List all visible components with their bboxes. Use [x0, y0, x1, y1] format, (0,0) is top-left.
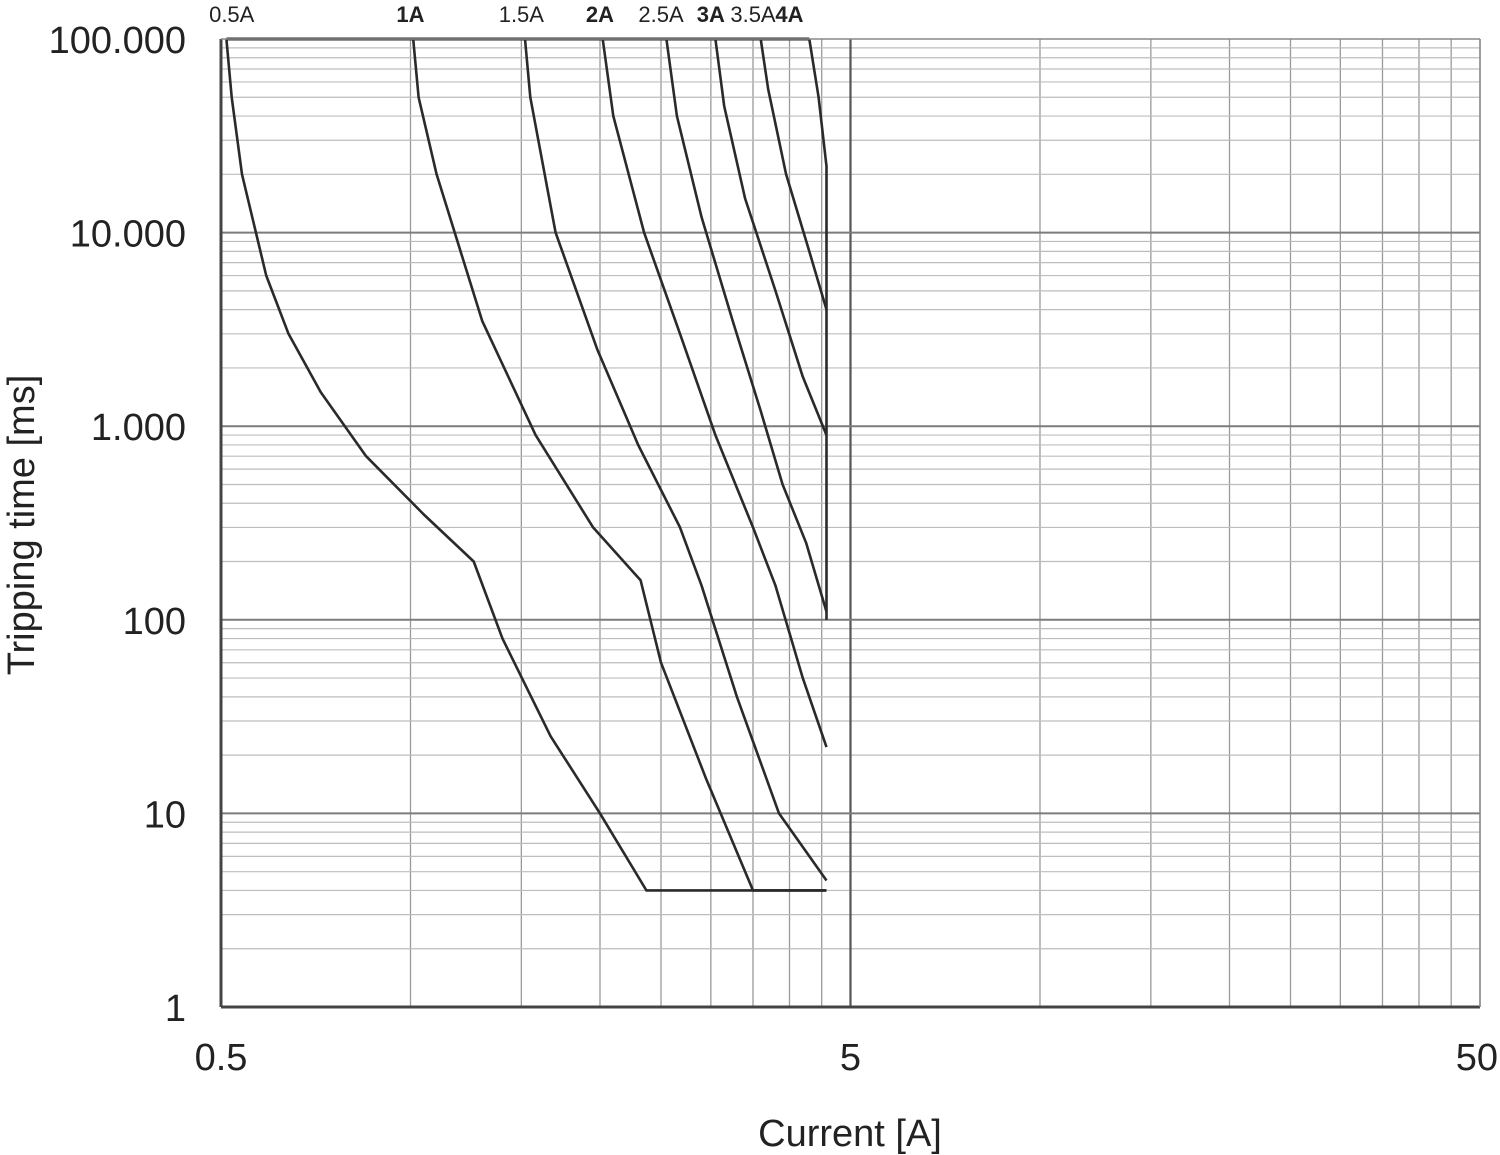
y-tick-label: 10.000	[70, 214, 186, 256]
curve-label: 4A	[775, 2, 803, 27]
y-tick-label: 100.000	[49, 20, 186, 62]
y-tick-label: 1	[165, 988, 186, 1030]
curve-1-5A	[523, 38, 828, 882]
curve-label: 3.5A	[730, 2, 776, 27]
curve-3-5A	[759, 38, 828, 310]
x-tick-label: 50	[1456, 1037, 1498, 1079]
x-axis-title: Current [A]	[758, 1113, 942, 1155]
curve-2-5A	[665, 38, 828, 613]
y-tick-label: 100	[123, 601, 186, 643]
curve-4A	[808, 38, 828, 620]
x-tick-label: 0.5	[195, 1037, 248, 1079]
curve-2A	[601, 38, 828, 748]
curve-label: 1.5A	[499, 2, 545, 27]
curve-label: 2A	[586, 2, 614, 27]
curve-label: 1A	[396, 2, 424, 27]
curve-1A	[411, 38, 827, 892]
y-axis-tick-labels: 1 10 100 1.000 10.000 100.000	[49, 20, 186, 1030]
y-tick-label: 10	[144, 794, 186, 836]
curve-0-5A	[225, 38, 827, 892]
plot-frame	[219, 38, 1481, 1009]
y-tick-label: 1.000	[91, 407, 186, 449]
curve-label: 3A	[697, 2, 725, 27]
curve-label: 2.5A	[638, 2, 684, 27]
curve-labels: 0.5A 1A 1.5A 2A 2.5A 3A 3.5A 4A	[209, 2, 804, 27]
x-tick-label: 5	[840, 1037, 861, 1079]
tripping-curves	[225, 37, 828, 892]
curve-3A	[714, 38, 828, 436]
y-axis-title: Tripping time [ms]	[1, 375, 43, 676]
curve-label: 0.5A	[209, 2, 255, 27]
x-axis-tick-labels: 0.5 5 50	[195, 1037, 1498, 1079]
